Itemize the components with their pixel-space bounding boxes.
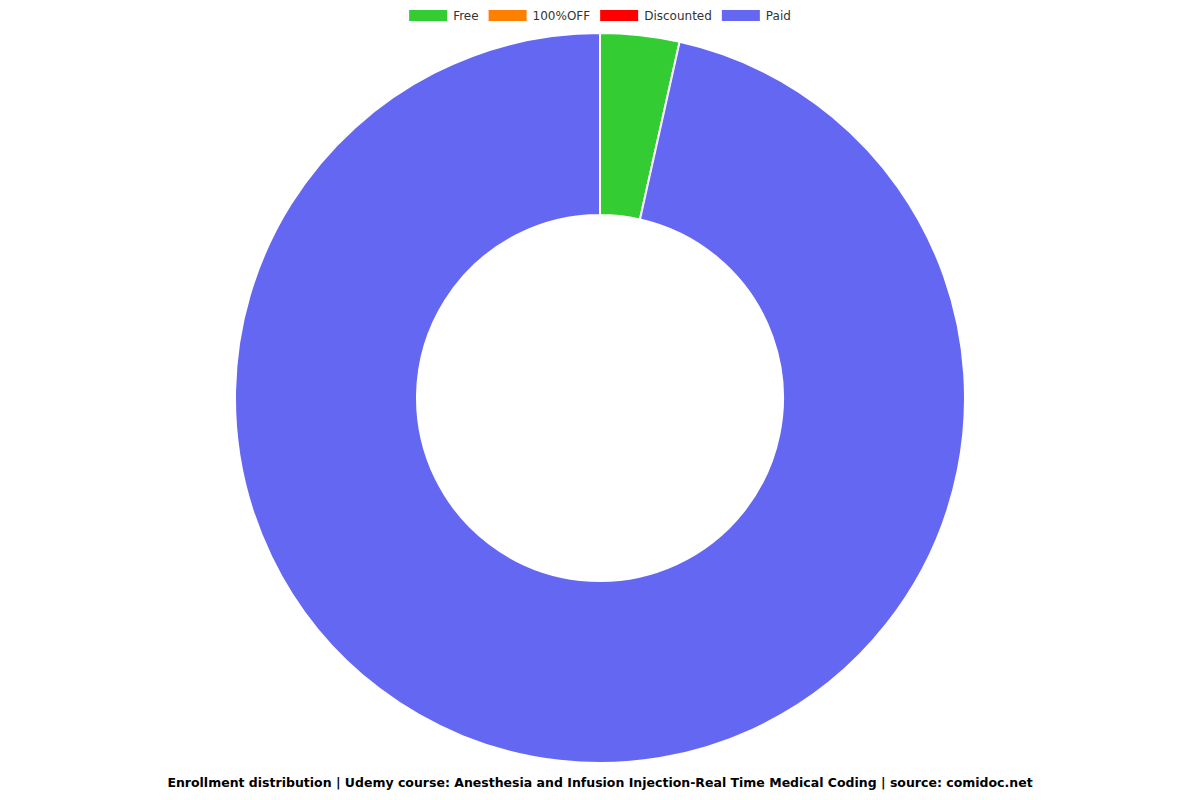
legend-label: 100%OFF [533,9,591,23]
legend: Free 100%OFF Discounted Paid [409,9,791,23]
chart: Free 100%OFF Discounted Paid Enrollment dist… [0,0,1200,800]
legend-swatch [409,10,447,21]
legend-item: 100%OFF [489,9,591,23]
legend-item: Paid [722,9,791,23]
legend-swatch [600,10,638,21]
legend-label: Discounted [644,9,712,23]
slices [235,33,965,763]
legend-label: Free [453,9,478,23]
title: Enrollment distribution | Udemy course: … [167,775,1032,790]
legend-swatch [722,10,760,21]
legend-swatch [489,10,527,21]
legend-item: Discounted [600,9,712,23]
legend-item: Free [409,9,478,23]
legend-label: Paid [766,9,791,23]
slice [235,33,965,763]
